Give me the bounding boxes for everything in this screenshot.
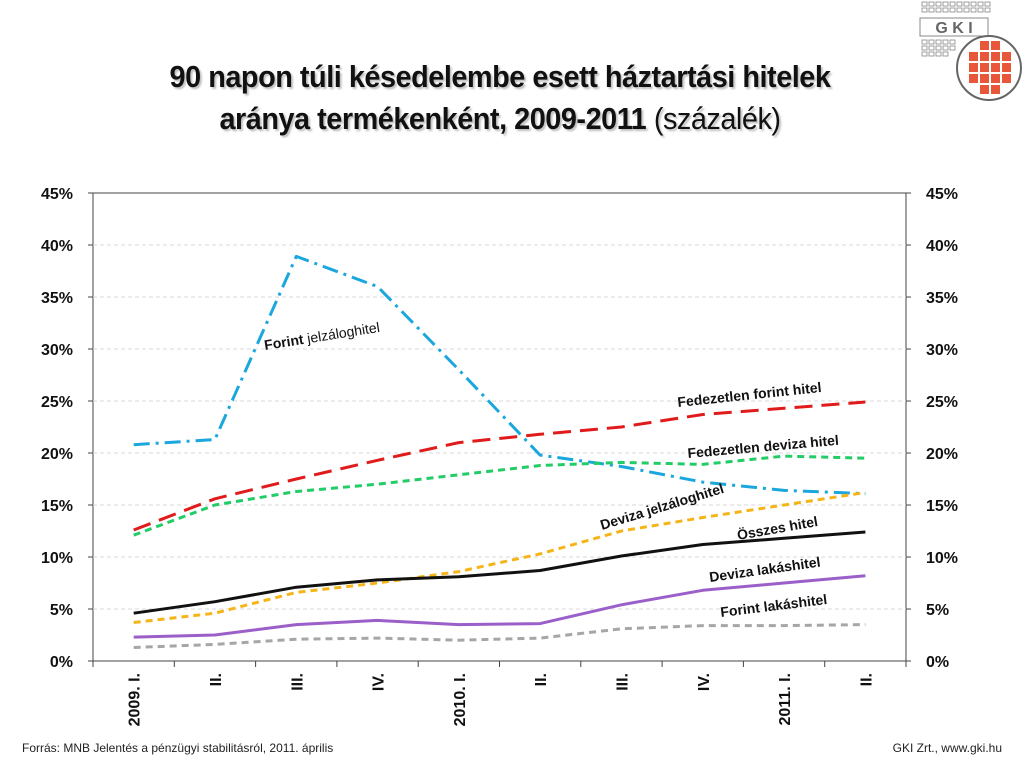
- x-tick-label: III.: [614, 673, 631, 691]
- series-line-fedezetlen-forint-hitel: [133, 400, 866, 532]
- grid-lines: [93, 244, 906, 610]
- gki-logo-icon: G K I: [919, 1, 1022, 101]
- y-tick-label-right: 15%: [926, 498, 958, 515]
- x-axis: 2009. I. II. III. IV. 2010. I. II. III. IV. 2011…: [92, 661, 907, 726]
- y-tick-label-left: 30%: [41, 342, 73, 359]
- series-line-fedezetlen-deviza-hitel: [133, 454, 866, 537]
- title-unit: (százalék): [653, 101, 781, 136]
- logo-text: G K I: [935, 20, 972, 37]
- x-tick-label: II.: [858, 673, 875, 686]
- x-tick-label: IV.: [696, 673, 713, 691]
- y-tick-label-left: 40%: [41, 238, 73, 255]
- y-tick-label-left: 20%: [41, 446, 73, 463]
- label-forint-jelzaloghitel-bold: Forint: [263, 331, 305, 353]
- series-line-deviza-jelzaloghitel: [133, 491, 866, 624]
- y-tick-label-right: 25%: [926, 394, 958, 411]
- series-line-osszes-hitel: [133, 530, 866, 615]
- logo-text-band: [919, 17, 989, 37]
- x-tick-label: 2010. I.: [452, 673, 469, 726]
- y-tick-label-right: 5%: [926, 602, 949, 619]
- series-line-deviza-lakashitel: [133, 574, 866, 639]
- logo-dot-grid-top: [921, 1, 991, 13]
- logo-dot-grid-bottom: [921, 39, 956, 57]
- y-tick-label-left: 35%: [41, 290, 73, 307]
- series-line-forint-jelzaloghitel: [133, 254, 866, 496]
- title-line-2-text: aránya termékenként, 2009-2011: [219, 101, 647, 136]
- x-tick-label: II.: [533, 673, 550, 686]
- source-note: Forrás: MNB Jelentés a pénzügyi stabilit…: [22, 741, 334, 755]
- y-tick-label-left: 25%: [41, 394, 73, 411]
- y-tick-label-right: 10%: [926, 550, 958, 567]
- series-lines: [133, 254, 866, 649]
- x-tick-label: III.: [289, 673, 306, 691]
- y-tick-label-left: 5%: [50, 602, 73, 619]
- series-line-forint-lakashitel: [133, 623, 866, 649]
- y-tick-label-right: 35%: [926, 290, 958, 307]
- y-tick-label-right: 20%: [926, 446, 958, 463]
- y-tick-label-left: 45%: [41, 186, 73, 203]
- y-tick-label-right: 30%: [926, 342, 958, 359]
- y-tick-label-right: 45%: [926, 186, 958, 203]
- x-tick-label: IV.: [371, 673, 388, 691]
- y-axis-right: 0% 5% 10% 15% 20% 25% 30% 35% 40% 45%: [906, 186, 958, 671]
- x-tick-label: 2009. I.: [127, 673, 144, 726]
- plot-area: [92, 192, 907, 662]
- y-tick-label-left: 0%: [50, 654, 73, 671]
- publisher-note: GKI Zrt., www.gki.hu: [892, 741, 1002, 755]
- title-line-1: 90 napon túli késedelembe esett háztartá…: [169, 59, 831, 94]
- chart-title: 90 napon túli késedelembe esett háztartá…: [91, 56, 909, 140]
- x-tick-label: 2011. I.: [777, 673, 794, 726]
- logo-red-grid: [969, 41, 1011, 94]
- y-tick-label-right: 0%: [926, 654, 949, 671]
- y-tick-label-left: 10%: [41, 550, 73, 567]
- y-tick-label-left: 15%: [41, 498, 73, 515]
- y-tick-label-right: 40%: [926, 238, 958, 255]
- y-axis-left: 0% 5% 10% 15% 20% 25% 30% 35% 40% 45%: [41, 186, 93, 671]
- title-line-2: aránya termékenként, 2009-2011 (százalék…: [91, 98, 909, 140]
- x-tick-label: II.: [208, 673, 225, 686]
